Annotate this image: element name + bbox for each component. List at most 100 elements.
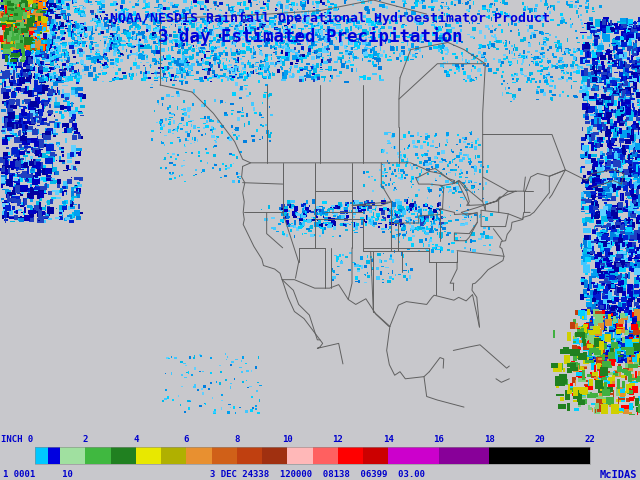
Bar [619,52,623,58]
Bar [598,314,604,321]
Bar [51,60,53,62]
Bar [611,354,616,358]
Bar [598,144,604,147]
Bar [408,270,410,273]
Bar [56,59,58,62]
Bar [618,207,623,213]
Bar [289,57,290,61]
Bar [625,318,627,324]
Bar [15,23,20,26]
Bar [42,104,46,107]
Bar [364,47,368,48]
Bar [499,24,500,25]
Bar [618,303,624,309]
Bar [609,200,611,201]
Bar [436,214,438,216]
Bar [161,78,163,79]
Bar [312,73,315,75]
Bar [12,131,14,133]
Bar [591,33,592,36]
Bar [189,9,191,14]
Bar [364,201,366,204]
Bar [289,75,291,78]
Bar [290,67,291,71]
Bar [10,31,20,41]
Bar [207,78,209,81]
Bar [419,208,422,212]
Bar [582,250,589,254]
Bar [359,202,360,204]
Bar [113,48,117,50]
Bar [625,336,630,339]
Bar [180,82,183,85]
Bar [520,68,523,71]
Bar [115,44,117,47]
Bar [14,215,18,220]
Bar [625,119,627,121]
Bar [614,72,618,73]
Bar [357,208,362,212]
Bar [83,36,86,37]
Bar [596,337,601,341]
Bar [572,377,576,383]
Bar [483,187,484,190]
Bar [184,62,186,64]
Bar [383,49,385,53]
Bar [590,360,593,361]
Bar [590,23,593,26]
Bar [455,173,456,176]
Bar [19,10,25,16]
Bar [1,46,3,51]
Bar [72,202,74,205]
Bar [99,2,101,5]
Bar [354,222,355,227]
Bar [611,241,612,245]
Bar [629,162,631,163]
Bar [169,131,170,133]
Bar [221,58,225,59]
Bar [471,53,474,55]
Bar [47,56,52,58]
Bar [239,72,244,75]
Bar [593,366,594,370]
Bar [619,182,625,188]
Bar [8,0,13,3]
Bar [301,7,305,10]
Bar [83,64,86,67]
Bar [182,51,186,53]
Bar [175,24,177,27]
Bar [349,57,351,60]
Bar [458,67,459,68]
Bar [58,90,60,96]
Bar [90,35,92,40]
Bar [152,59,157,61]
Bar [606,315,607,320]
Bar [181,174,182,176]
Bar [599,110,604,117]
Bar [419,23,424,25]
Bar [512,94,516,97]
Bar [47,38,49,39]
Bar [601,271,608,275]
Bar [618,392,620,395]
Bar [72,48,76,50]
Bar [607,300,612,303]
Bar [207,71,210,74]
Bar [289,35,292,37]
Bar [301,28,302,33]
Bar [577,0,579,2]
Bar [31,59,34,60]
Bar [51,80,55,82]
Bar [623,408,628,414]
Bar [599,383,604,389]
Bar [623,101,627,103]
Bar [609,319,615,321]
Bar [18,62,22,67]
Bar [618,87,620,95]
Bar [292,15,294,17]
Bar [298,33,301,36]
Bar [29,111,32,116]
Bar [625,80,627,85]
Bar [420,145,423,149]
Bar [42,13,47,17]
